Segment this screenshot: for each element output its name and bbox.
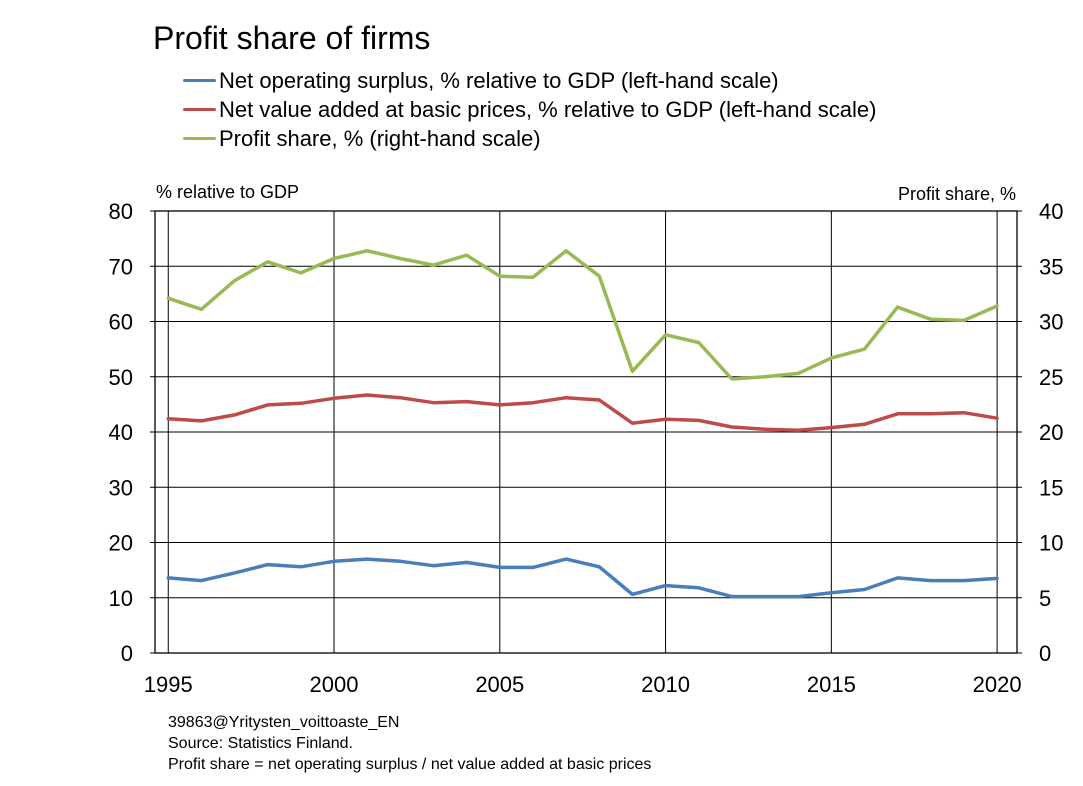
y-tick-label-right: 15 xyxy=(1039,475,1063,500)
footnotes: 39863@Yritysten_voittoaste_EN Source: St… xyxy=(168,712,651,775)
x-tick-label: 2005 xyxy=(475,672,524,697)
x-tick-label: 2000 xyxy=(310,672,359,697)
legend-swatch xyxy=(183,137,216,140)
legend-item: Profit share, % (right-hand scale) xyxy=(183,124,876,153)
y-tick-label-right: 25 xyxy=(1039,365,1063,390)
plot-area xyxy=(154,210,1018,654)
legend-item: Net value added at basic prices, % relat… xyxy=(183,95,876,124)
y-tick-label-right: 10 xyxy=(1039,531,1063,556)
y-tick-label-left: 0 xyxy=(121,641,133,666)
y-tick-label-left: 10 xyxy=(109,586,133,611)
y-tick-label-right: 5 xyxy=(1039,586,1051,611)
y-tick-label-left: 70 xyxy=(109,254,133,279)
legend-label: Net operating surplus, % relative to GDP… xyxy=(219,67,779,93)
y-tick-label-left: 80 xyxy=(109,199,133,224)
y-tick-label-left: 50 xyxy=(109,365,133,390)
legend-swatch xyxy=(183,79,216,82)
y-tick-label-right: 20 xyxy=(1039,420,1063,445)
legend: Net operating surplus, % relative to GDP… xyxy=(183,66,876,153)
right-axis-label: Profit share, % xyxy=(898,184,1016,204)
y-tick-label-right: 30 xyxy=(1039,310,1063,335)
y-tick-label-left: 40 xyxy=(109,420,133,445)
x-tick-label: 2020 xyxy=(973,672,1022,697)
legend-item: Net operating surplus, % relative to GDP… xyxy=(183,66,876,95)
x-tick-label: 1995 xyxy=(144,672,193,697)
y-tick-label-right: 0 xyxy=(1039,641,1051,666)
series-line xyxy=(166,249,999,381)
footnote-code: 39863@Yritysten_voittoaste_EN xyxy=(168,714,400,731)
series-line xyxy=(166,557,999,599)
footnote-source: Source: Statistics Finland. xyxy=(168,735,353,752)
y-tick-label-right: 40 xyxy=(1039,199,1063,224)
x-tick-label: 2015 xyxy=(807,672,856,697)
legend-swatch xyxy=(183,108,216,111)
x-tick-label: 2010 xyxy=(641,672,690,697)
legend-label: Profit share, % (right-hand scale) xyxy=(219,125,541,151)
y-tick-label-right: 35 xyxy=(1039,254,1063,279)
chart-title: Profit share of firms xyxy=(153,20,431,56)
footnote-definition: Profit share = net operating surplus / n… xyxy=(168,756,652,773)
series-line xyxy=(166,393,999,433)
left-axis-label: % relative to GDP xyxy=(156,182,299,202)
y-tick-label-left: 20 xyxy=(109,531,133,556)
legend-label: Net value added at basic prices, % relat… xyxy=(219,96,877,122)
y-tick-label-left: 30 xyxy=(109,475,133,500)
y-tick-label-left: 60 xyxy=(109,310,133,335)
